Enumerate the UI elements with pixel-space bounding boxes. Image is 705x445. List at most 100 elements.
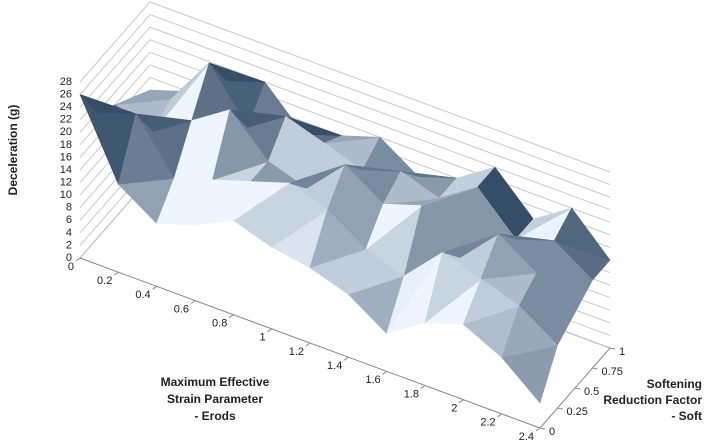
x-tick <box>344 356 349 361</box>
surface-facet <box>155 178 214 225</box>
surface-facet <box>518 272 576 313</box>
surface-facet <box>288 164 346 189</box>
surface-facet <box>267 115 325 163</box>
x-tick <box>420 385 426 389</box>
surface-facet <box>327 164 384 211</box>
surface-facet <box>421 186 478 206</box>
surface-facet <box>114 97 171 106</box>
x-tick-label: 2 <box>451 403 457 415</box>
grid-line <box>149 14 611 186</box>
y-axis-title: - Soft <box>671 409 702 423</box>
z-tick-label: 18 <box>60 139 72 151</box>
surface-facet <box>515 207 572 240</box>
y-tick <box>592 367 598 370</box>
surface-facet <box>194 179 252 226</box>
surface-facet <box>498 233 555 241</box>
surface-facet <box>173 109 231 179</box>
surface-facet <box>441 233 499 258</box>
z-tick-label: 20 <box>60 126 72 138</box>
x-tick-label: 1 <box>260 332 266 344</box>
surface-facet <box>480 233 538 280</box>
x-tick <box>382 370 387 375</box>
surface-facet <box>153 62 210 132</box>
y-tick <box>609 347 616 350</box>
z-tick-label: 10 <box>60 189 72 201</box>
x-tick <box>497 413 502 418</box>
grid-line <box>149 26 611 198</box>
y-tick <box>557 407 563 410</box>
surface-facet <box>365 203 423 251</box>
surface-facet <box>424 251 482 324</box>
z-tick-label: 2 <box>66 239 72 251</box>
x-tick <box>152 285 157 290</box>
surface-facet <box>132 89 189 98</box>
x-axis-title: Strain Parameter <box>167 392 263 406</box>
surface-facet <box>232 181 291 222</box>
surface-facet <box>117 113 175 185</box>
x-tick <box>267 328 272 333</box>
z-tick-label: 28 <box>60 76 72 88</box>
z-tick-label: 8 <box>66 202 72 214</box>
x-tick-label: 0.2 <box>97 275 112 287</box>
z-tick-label: 16 <box>60 151 72 163</box>
surface-facet <box>271 182 329 248</box>
x-tick <box>75 257 81 262</box>
surface-facet <box>324 135 381 144</box>
y-tick <box>574 387 581 390</box>
x-axis-title: Maximum Effective <box>161 375 270 389</box>
z-tick-label: 0 <box>66 252 72 264</box>
surface-facet <box>229 109 286 128</box>
surface-facet <box>79 94 136 115</box>
z-tick-label: 12 <box>60 176 72 188</box>
surface-facet <box>501 305 559 358</box>
surface-facet <box>462 278 520 325</box>
z-axis-title: Deceleration (g) <box>6 105 20 196</box>
surface-facet <box>309 209 367 269</box>
x-tick-label: 1.2 <box>289 346 304 358</box>
surface-facet <box>536 240 594 281</box>
y-tick-label: 1 <box>619 346 625 358</box>
surface-facet <box>135 113 192 132</box>
x-tick-label: 2.4 <box>519 431 534 443</box>
y-tick <box>539 427 546 430</box>
x-tick <box>305 342 311 347</box>
x-tick-label: 0 <box>68 261 74 273</box>
x-tick-label: 1.4 <box>327 360 342 372</box>
grid-line <box>149 39 611 211</box>
x-tick-label: 0.4 <box>135 289 150 301</box>
y-axis-title: Softening <box>647 377 702 391</box>
x-tick-label: 0.8 <box>212 318 227 330</box>
z-tick-label: 14 <box>60 164 72 176</box>
grid-line <box>79 1 151 83</box>
grid-line <box>79 14 151 95</box>
grid-line <box>79 26 151 108</box>
surface-facet <box>382 171 440 205</box>
x-tick-label: 1.8 <box>404 388 419 400</box>
surface-facet <box>553 207 611 261</box>
x-tick <box>114 271 119 276</box>
y-tick-label: 0.5 <box>584 386 599 398</box>
surface-facet <box>386 252 443 334</box>
z-tick-label: 4 <box>66 227 72 239</box>
y-tick-label: 0.25 <box>567 406 588 418</box>
x-tick <box>190 300 196 304</box>
z-tick-label: 22 <box>60 114 72 126</box>
z-tick-label: 26 <box>60 88 72 100</box>
x-tick-label: 0.6 <box>174 303 189 315</box>
x-tick <box>229 314 234 319</box>
x-tick-label: 1.6 <box>365 374 380 386</box>
surface-facet <box>438 166 496 199</box>
surface-facet <box>400 171 457 179</box>
y-tick-label: 0 <box>549 426 555 438</box>
surface-facet <box>477 166 534 220</box>
y-tick-label: 0.75 <box>602 366 623 378</box>
surface-facet <box>208 62 266 83</box>
surface-facet <box>344 164 401 172</box>
z-tick-label: 24 <box>60 101 72 113</box>
x-tick-label: 2.2 <box>480 417 495 429</box>
surface-facet <box>212 108 269 181</box>
x-tick <box>459 399 464 404</box>
grid-line <box>149 1 611 173</box>
